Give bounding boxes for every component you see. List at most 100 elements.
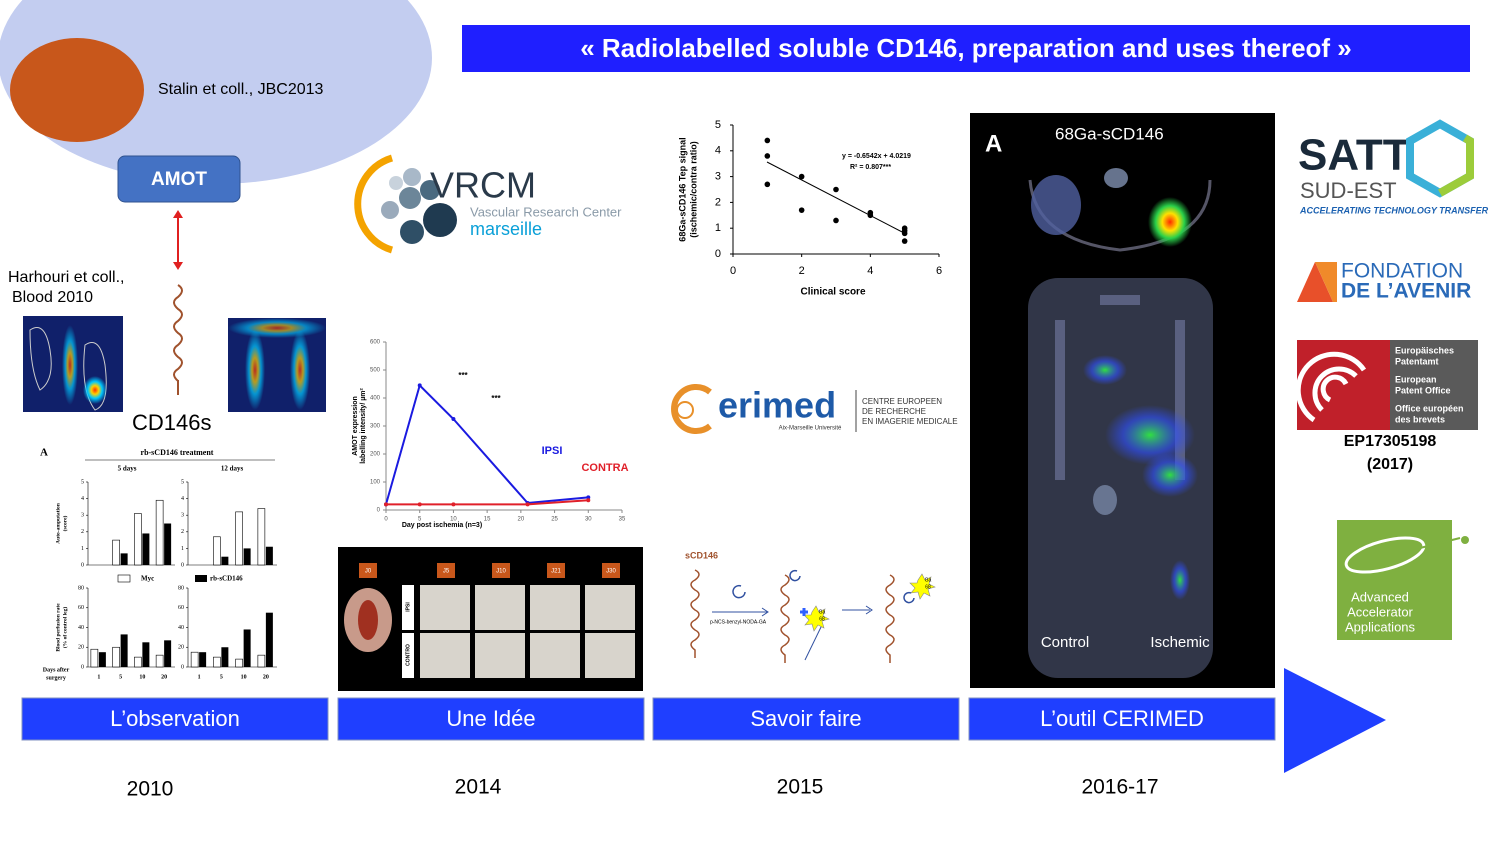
y-tick-label: 4 <box>181 496 184 502</box>
histology-panel: J0 J5 J10 J21 J30 IPSI CONTRO <box>338 547 643 691</box>
reaction-label: 68 <box>925 584 931 590</box>
y-tick-label: 40 <box>178 625 184 631</box>
stage-year: 2014 <box>455 776 502 799</box>
trend-line <box>766 161 907 235</box>
x-tick-label: 10 <box>241 674 247 680</box>
y-label: (score) <box>61 515 68 531</box>
tracer-label: 68Ga-sCD146 <box>1055 124 1164 143</box>
fondation-line: FONDATION <box>1341 260 1463 283</box>
aaa-logo: Advanced Accelerator Applications <box>1337 520 1469 640</box>
stage-label: Savoir faire <box>750 706 861 731</box>
stage-box <box>652 697 960 741</box>
stage-year: 2010 <box>127 778 174 801</box>
scatter-chart: 0 1 2 3 4 5 0 2 4 6 68Ga-sCD146 Tep signal (ischemi… <box>677 119 942 298</box>
y-tick-label: 5 <box>181 479 184 485</box>
reaction-label: 68 <box>819 616 825 622</box>
point <box>798 207 805 213</box>
point <box>833 217 839 224</box>
y-tick-label: 20 <box>178 645 184 651</box>
bar <box>257 654 266 668</box>
heatmap-image <box>228 318 326 412</box>
x-label: Clinical score <box>800 287 865 298</box>
orange-ellipse <box>10 38 144 142</box>
bar-figure: A rb-sCD146 treatment 5 days 12 days Myc… <box>40 447 277 681</box>
y-tick-label: 400 <box>370 396 381 402</box>
point <box>451 502 456 507</box>
tissue-image <box>585 585 635 630</box>
tissue-image <box>475 585 525 630</box>
x-tick-label: 5 <box>119 674 122 680</box>
cerimed-logo: erimed Aix-Marseille Université CENTRE E… <box>671 384 958 434</box>
reaction-label: Ga <box>819 609 826 615</box>
y-tick-label: 80 <box>78 585 84 591</box>
bar <box>235 511 243 566</box>
reaction-scheme <box>690 569 936 663</box>
x-tick-label: 5 <box>418 517 422 523</box>
point <box>384 502 388 507</box>
stage-year: 2016-17 <box>1081 776 1158 799</box>
stage-label: L’observation <box>110 706 240 731</box>
bar <box>90 648 99 668</box>
bar <box>164 523 172 565</box>
epo-line: European <box>1395 374 1437 384</box>
bar <box>155 654 164 668</box>
fondation-logo: FONDATION DE L’AVENIR <box>1297 260 1471 303</box>
day-label: J10 <box>496 569 506 575</box>
fondation-line: DE L’AVENIR <box>1341 280 1471 303</box>
y-tick-label: 3 <box>181 513 184 519</box>
epo-line: Office européen <box>1395 403 1464 413</box>
satt-name: SATT <box>1298 131 1410 180</box>
y-tick-label: 2 <box>715 196 721 208</box>
point <box>417 383 422 388</box>
y-label: (ischemic/contra ratio) <box>688 141 698 238</box>
y-label: (% of control leg) <box>61 607 68 648</box>
y-tick-label: 4 <box>81 496 84 502</box>
stage-label: Une Idée <box>446 706 535 731</box>
timeline-arrow <box>1284 668 1386 773</box>
aaa-line: Accelerator <box>1347 604 1413 619</box>
bar <box>98 652 106 667</box>
bar <box>155 499 164 566</box>
satt-tag: ACCELERATING TECHNOLOGY TRANSFER <box>1299 205 1489 215</box>
epo-line: des brevets <box>1395 414 1445 424</box>
row-tag <box>402 585 414 630</box>
reaction-label: sCD146 <box>685 550 718 560</box>
tissue-image <box>475 633 525 678</box>
r-squared: R² = 0.807*** <box>850 164 891 171</box>
bar <box>213 656 221 668</box>
satt-logo: SATT SUD-EST ACCELERATING TECHNOLOGY TRA… <box>1298 119 1489 215</box>
x-tick-label: 5 <box>220 674 223 680</box>
amot-label: AMOT <box>151 169 207 190</box>
y-tick-label: 40 <box>78 625 84 631</box>
y-tick-label: 500 <box>370 368 381 374</box>
y-tick-label: 80 <box>178 585 184 591</box>
cerimed-line: CENTRE EUROPEEN <box>862 397 942 406</box>
x-tick-label: 15 <box>484 517 491 523</box>
point <box>586 498 591 503</box>
bar <box>112 646 120 668</box>
y-tick-label: 0 <box>181 664 184 670</box>
day-tag <box>602 563 620 578</box>
amot-box <box>117 155 241 203</box>
y-tick-label: 100 <box>370 480 381 486</box>
x-tick-label: 20 <box>161 674 167 680</box>
bar <box>243 548 251 565</box>
x-tick-label: 6 <box>936 265 942 277</box>
pet-image: A 68Ga-sCD146 Control Ischemic <box>970 113 1275 688</box>
x-tick-label: 1 <box>97 674 100 680</box>
citation: Stalin et coll., JBC2013 <box>158 81 324 98</box>
tissue-image <box>420 633 470 678</box>
column-label: 5 days <box>118 465 137 473</box>
epo-line: Patent Office <box>1395 385 1451 395</box>
x-tick-label: 10 <box>450 517 457 523</box>
x-label: Day post ischemia (n=3) <box>402 522 482 529</box>
y-tick-label: 2 <box>81 529 84 535</box>
stage-box <box>337 697 645 741</box>
legend-swatch <box>117 574 131 583</box>
bar <box>142 533 150 565</box>
annotation: *** <box>458 371 468 380</box>
vrcm-logo: VRCM Vascular Research Center marseille <box>354 154 622 254</box>
reaction-label: p-NCS-benzyl-NODA-GA <box>710 619 767 625</box>
panel-letter: A <box>985 130 1002 157</box>
